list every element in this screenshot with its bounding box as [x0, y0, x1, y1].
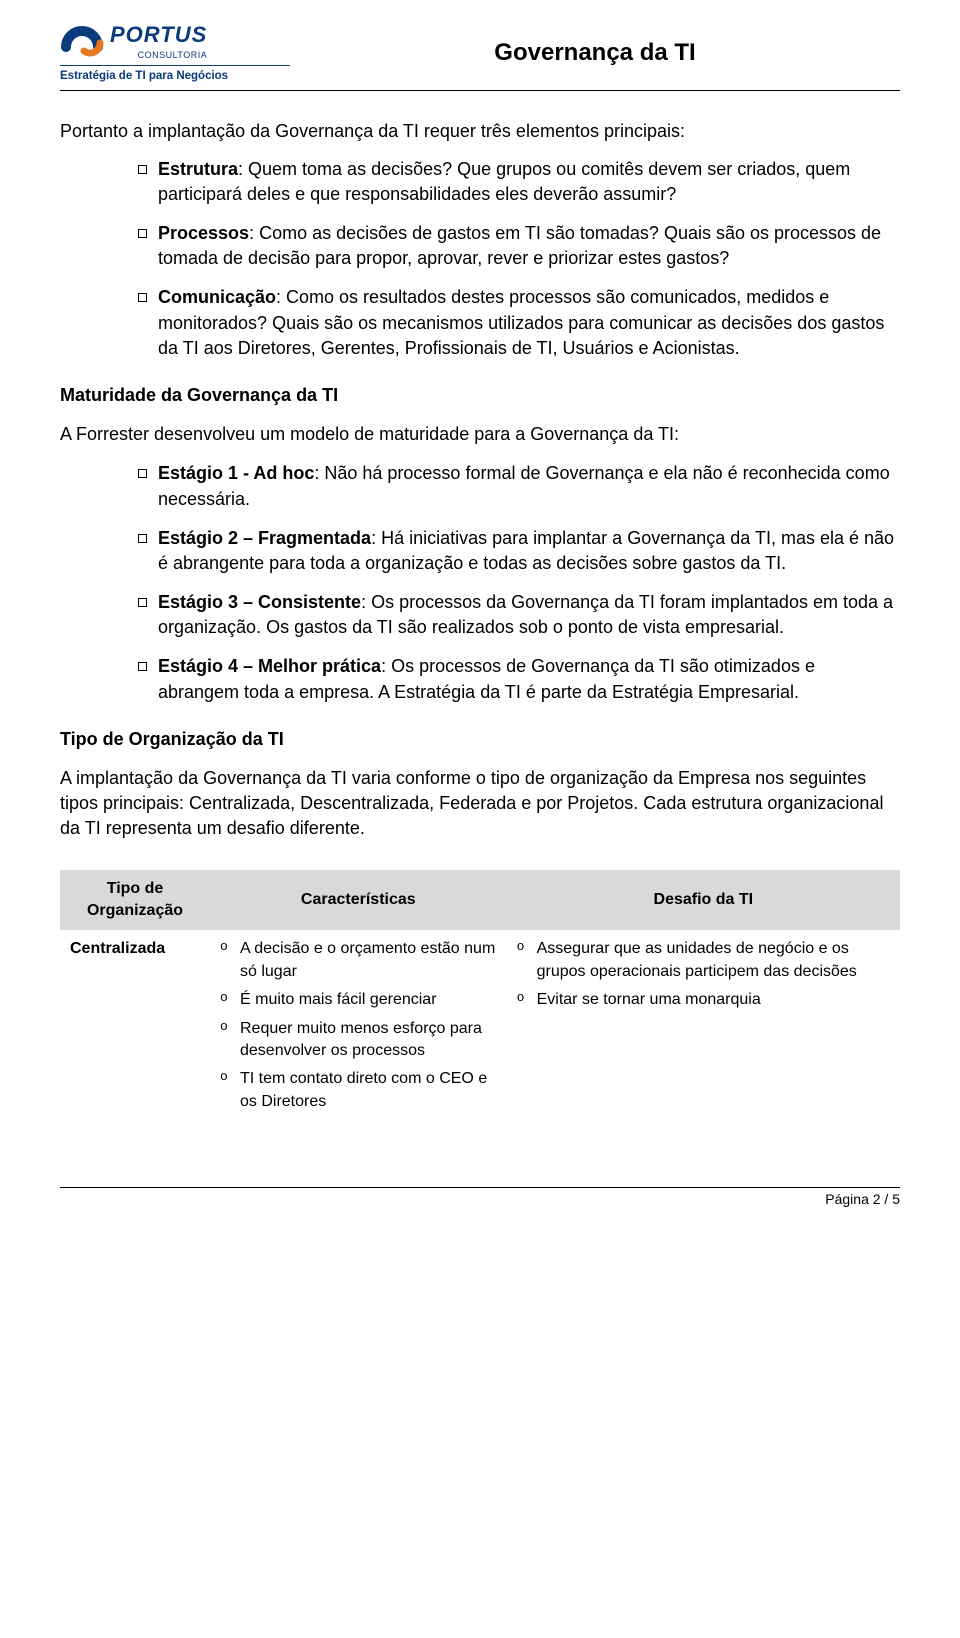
- maturity-stages-list: Estágio 1 - Ad hoc: Não há processo form…: [60, 461, 900, 705]
- table-header-row: Tipo de Organização Características Desa…: [60, 870, 900, 931]
- logo-tagline: Estratégia de TI para Negócios: [60, 65, 290, 84]
- principal-elements-list: Estrutura: Quem toma as decisões? Que gr…: [60, 157, 900, 361]
- list-item: Requer muito menos esforço para desenvol…: [220, 1018, 497, 1063]
- list-item: TI tem contato direto com o CEO e os Dir…: [220, 1068, 497, 1113]
- item-text: : Como as decisões de gastos em TI são t…: [158, 223, 881, 268]
- item-bold: Comunicação: [158, 287, 276, 307]
- org-type-table: Tipo de Organização Características Desa…: [60, 870, 900, 1128]
- list-item: Estrutura: Quem toma as decisões? Que gr…: [138, 157, 900, 207]
- list-item: É muito mais fácil gerenciar: [220, 989, 497, 1011]
- list-item: Evitar se tornar uma monarquia: [517, 989, 890, 1011]
- logo-icon: [60, 23, 104, 59]
- logo-block: PORTUS CONSULTORIA Estratégia de TI para…: [60, 20, 290, 84]
- logo-text-col: PORTUS CONSULTORIA: [110, 20, 207, 61]
- orgtype-heading: Tipo de Organização da TI: [60, 727, 900, 752]
- page-number: Página 2 / 5: [825, 1191, 900, 1207]
- logo-name: PORTUS: [110, 20, 207, 51]
- list-item: Assegurar que as unidades de negócio e o…: [517, 938, 890, 983]
- cell-challenges: Assegurar que as unidades de negócio e o…: [507, 930, 900, 1127]
- page-header: PORTUS CONSULTORIA Estratégia de TI para…: [60, 20, 900, 91]
- cell-org-type: Centralizada: [60, 930, 210, 1127]
- logo-top-row: PORTUS CONSULTORIA: [60, 20, 290, 61]
- intro-paragraph: Portanto a implantação da Governança da …: [60, 119, 900, 144]
- item-bold: Estágio 1 - Ad hoc: [158, 463, 314, 483]
- list-item: Estágio 2 – Fragmentada: Há iniciativas …: [138, 526, 900, 576]
- list-item: Comunicação: Como os resultados destes p…: [138, 285, 900, 361]
- item-bold: Estágio 3 – Consistente: [158, 592, 361, 612]
- col-header-characteristics: Características: [210, 870, 507, 931]
- item-bold: Estágio 4 – Melhor prática: [158, 656, 381, 676]
- list-item: Estágio 3 – Consistente: Os processos da…: [138, 590, 900, 640]
- challenges-list: Assegurar que as unidades de negócio e o…: [517, 938, 890, 1011]
- maturity-heading: Maturidade da Governança da TI: [60, 383, 900, 408]
- col-header-type: Tipo de Organização: [60, 870, 210, 931]
- list-item: Processos: Como as decisões de gastos em…: [138, 221, 900, 271]
- item-bold: Estrutura: [158, 159, 238, 179]
- list-item: Estágio 1 - Ad hoc: Não há processo form…: [138, 461, 900, 511]
- document-title: Governança da TI: [290, 20, 900, 70]
- col-header-challenge: Desafio da TI: [507, 870, 900, 931]
- item-bold: Processos: [158, 223, 249, 243]
- item-text: : Quem toma as decisões? Que grupos ou c…: [158, 159, 850, 204]
- table-row: Centralizada A decisão e o orçamento est…: [60, 930, 900, 1127]
- orgtype-intro: A implantação da Governança da TI varia …: [60, 766, 900, 842]
- maturity-intro: A Forrester desenvolveu um modelo de mat…: [60, 422, 900, 447]
- page-footer: Página 2 / 5: [60, 1187, 900, 1210]
- list-item: Estágio 4 – Melhor prática: Os processos…: [138, 654, 900, 704]
- list-item: A decisão e o orçamento estão num só lug…: [220, 938, 497, 983]
- characteristics-list: A decisão e o orçamento estão num só lug…: [220, 938, 497, 1113]
- cell-characteristics: A decisão e o orçamento estão num só lug…: [210, 930, 507, 1127]
- item-bold: Estágio 2 – Fragmentada: [158, 528, 371, 548]
